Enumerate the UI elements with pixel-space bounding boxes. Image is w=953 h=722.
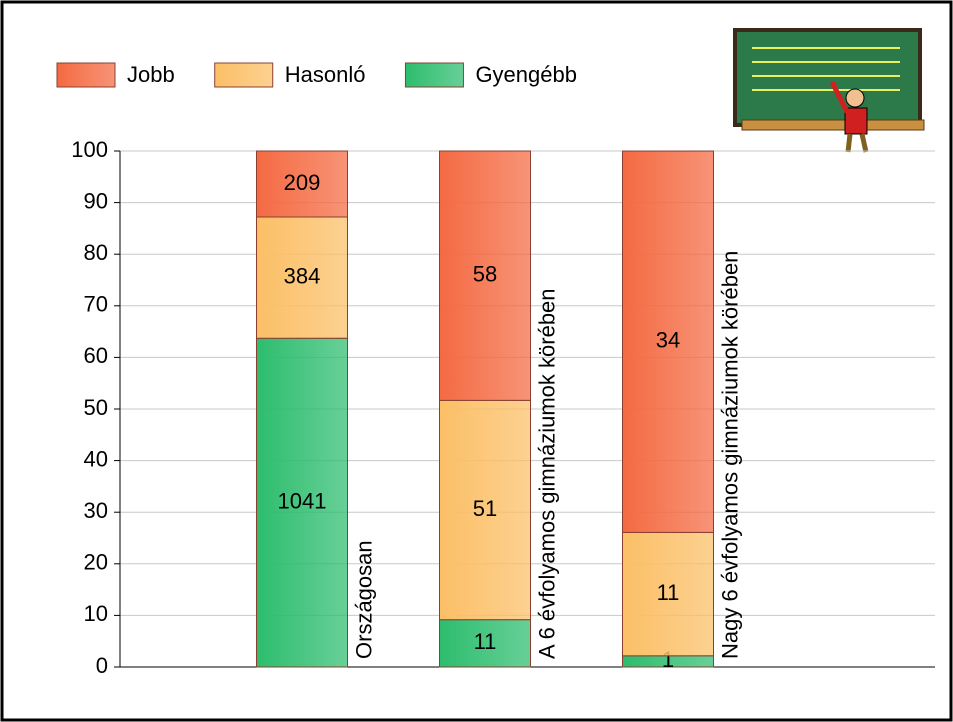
bar-segment [622, 531, 714, 657]
x-tick-label: Nagy 6 évfolyamos gimnáziumok körében [717, 251, 742, 659]
clipart [733, 28, 925, 153]
data-label: 34 [656, 328, 680, 353]
legend-label: Gyengébb [475, 62, 577, 87]
y-tick-label: 90 [84, 188, 108, 213]
y-tick-label: 50 [84, 395, 108, 420]
y-tick-label: 20 [84, 550, 108, 575]
bar-segment [256, 150, 348, 218]
bar-segment [439, 150, 531, 401]
bar-segment [256, 216, 348, 339]
legend-label: Hasonló [285, 62, 366, 87]
data-label: 11 [474, 629, 497, 654]
y-tick-label: 10 [84, 601, 108, 626]
y-tick-label: 70 [84, 292, 108, 317]
data-label: 51 [473, 496, 497, 521]
y-tick-label: 100 [71, 137, 108, 162]
data-label: 58 [473, 262, 497, 287]
y-tick-label: 40 [84, 446, 108, 471]
x-tick-label: A 6 évfolyamos gimnáziumok körében [534, 288, 559, 659]
data-label: 209 [284, 170, 321, 195]
bar-segment [439, 399, 531, 621]
legend-swatch [404, 62, 464, 88]
legend-swatch [56, 62, 116, 88]
y-tick-label: 30 [84, 498, 108, 523]
data-label: 1041 [278, 488, 327, 513]
bar-segment [256, 337, 348, 668]
bar-segment [622, 150, 714, 533]
y-tick-label: 60 [84, 343, 108, 368]
legend-swatch [214, 62, 274, 88]
y-tick-label: 80 [84, 240, 108, 265]
x-tick-label: Országosan [351, 540, 376, 659]
y-tick-label: 0 [96, 653, 108, 678]
legend-label: Jobb [127, 62, 175, 87]
data-label: 384 [284, 263, 321, 288]
data-label: 11 [657, 580, 680, 605]
